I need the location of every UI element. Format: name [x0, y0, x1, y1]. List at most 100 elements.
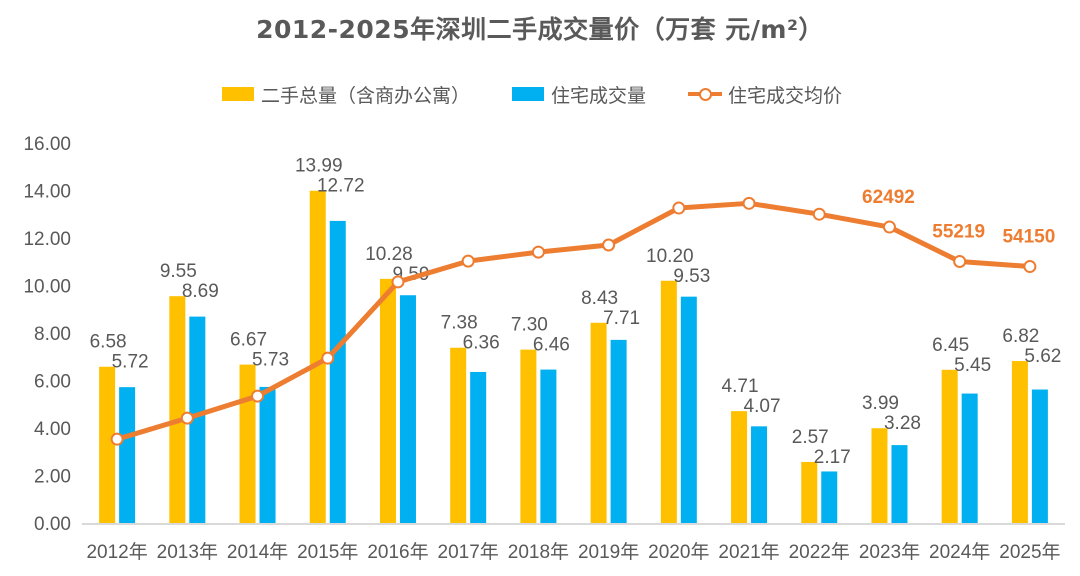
price-data-label: 62492: [862, 187, 915, 208]
price-point-marker[interactable]: [742, 196, 756, 210]
y-tick-label: 16.00: [23, 134, 71, 155]
bar-residential-volume[interactable]: [891, 445, 908, 523]
bar-residential-volume[interactable]: [259, 386, 276, 523]
data-label-residential-volume: 9.53: [673, 266, 710, 287]
data-label-residential-volume: 8.69: [182, 281, 219, 302]
bar-residential-volume[interactable]: [399, 295, 416, 523]
x-tick-label: 2022年: [789, 541, 850, 563]
data-label-total-volume: 6.67: [230, 330, 267, 351]
bars: [99, 190, 1048, 524]
x-tick-label: 2024年: [929, 541, 990, 563]
data-label-total-volume: 7.38: [441, 313, 478, 334]
data-label-total-volume: 2.57: [792, 427, 829, 448]
data-label-residential-volume: 5.72: [112, 352, 149, 373]
y-tick-label: 4.00: [34, 419, 71, 440]
bar-total-volume[interactable]: [590, 322, 607, 523]
data-label-total-volume: 13.99: [295, 156, 343, 177]
data-label-residential-volume: 5.45: [954, 355, 991, 376]
price-line: [116, 200, 1031, 442]
y-tick-label: 6.00: [34, 372, 71, 393]
x-tick-label: 2017年: [438, 541, 499, 563]
bar-residential-volume[interactable]: [680, 296, 697, 523]
x-tick-label: 2014年: [227, 541, 288, 563]
bar-residential-volume[interactable]: [470, 371, 487, 523]
price-point-marker[interactable]: [953, 254, 967, 268]
data-label-total-volume: 8.43: [581, 288, 618, 309]
bar-total-volume[interactable]: [379, 278, 396, 523]
x-tick-label: 2015年: [297, 541, 358, 563]
bar-total-volume[interactable]: [99, 366, 116, 523]
price-point-marker[interactable]: [110, 432, 124, 446]
data-label-total-volume: 6.45: [932, 335, 969, 356]
bar-residential-volume[interactable]: [821, 471, 838, 523]
legend-item-residential-price[interactable]: 住宅成交均价: [688, 81, 842, 108]
bar-total-volume[interactable]: [169, 296, 186, 523]
price-point-marker[interactable]: [672, 201, 686, 215]
bar-residential-volume[interactable]: [540, 369, 557, 523]
data-label-total-volume: 10.20: [646, 246, 694, 267]
price-point-marker[interactable]: [251, 389, 265, 403]
bar-residential-volume[interactable]: [329, 220, 346, 523]
bar-residential-volume[interactable]: [189, 316, 206, 523]
bar-total-volume[interactable]: [941, 369, 958, 523]
x-tick-label: 2019年: [578, 541, 639, 563]
bar-total-volume[interactable]: [871, 428, 888, 523]
chart-title: 2012-2025年深圳二手成交量价（万套 元/m²）: [256, 15, 824, 44]
y-tick-label: 2.00: [34, 467, 71, 488]
price-point-marker[interactable]: [531, 245, 545, 259]
price-data-label: 54150: [1002, 227, 1055, 248]
legend-item-total-volume[interactable]: 二手总量（含商办公寓）: [222, 81, 470, 108]
data-label-residential-volume: 4.07: [744, 396, 781, 417]
x-tick-label: 2023年: [859, 541, 920, 563]
legend-label: 住宅成交均价: [728, 84, 843, 107]
data-label-residential-volume: 2.17: [814, 447, 851, 468]
y-tick-label: 10.00: [23, 277, 71, 298]
bar-residential-volume[interactable]: [961, 393, 978, 523]
bar-total-volume[interactable]: [801, 461, 818, 523]
bar-residential-volume[interactable]: [751, 426, 768, 523]
legend-label: 住宅成交量: [551, 84, 647, 107]
bar-total-volume[interactable]: [660, 280, 677, 523]
bar-total-volume[interactable]: [450, 347, 467, 523]
price-point-marker[interactable]: [180, 411, 194, 425]
data-label-residential-volume: 12.72: [317, 176, 365, 197]
legend-item-residential-volume[interactable]: 住宅成交量: [512, 81, 646, 108]
bar-total-volume[interactable]: [1011, 361, 1028, 523]
price-point-marker[interactable]: [461, 254, 475, 268]
x-tick-label: 2021年: [718, 541, 779, 563]
y-tick-label: 14.00: [23, 182, 71, 203]
data-label-total-volume: 10.28: [365, 244, 413, 265]
x-tick-label: 2018年: [508, 541, 569, 563]
data-label-total-volume: 7.30: [511, 315, 548, 336]
data-label-total-volume: 6.82: [1002, 326, 1039, 347]
x-tick-label: 2013年: [157, 541, 218, 563]
bar-total-volume[interactable]: [239, 364, 256, 523]
bar-residential-volume[interactable]: [1031, 389, 1048, 523]
bar-total-volume[interactable]: [309, 190, 326, 524]
price-point-marker[interactable]: [1023, 260, 1037, 274]
data-label-residential-volume: 5.73: [252, 350, 289, 371]
bar-total-volume[interactable]: [731, 411, 748, 523]
price-point-marker[interactable]: [602, 238, 616, 252]
x-tick-label: 2016年: [367, 541, 428, 563]
price-line-series: 62492 55219 54150: [110, 187, 1055, 446]
data-label-residential-volume: 7.71: [603, 308, 640, 329]
price-point-marker[interactable]: [321, 351, 335, 365]
legend: 二手总量（含商办公寓） 住宅成交量 住宅成交均价: [222, 81, 884, 108]
price-point-marker[interactable]: [812, 207, 826, 221]
bar-residential-volume[interactable]: [119, 387, 136, 523]
y-tick-label: 8.00: [34, 324, 71, 345]
price-point-marker[interactable]: [882, 220, 896, 234]
x-tick-label: 2012年: [86, 541, 147, 563]
data-label-total-volume: 6.58: [90, 332, 127, 353]
bar-total-volume[interactable]: [520, 349, 537, 523]
legend-swatch-yellow: [222, 87, 254, 101]
bar-labels: 6.58 9.55 6.67 13.99 10.28 7.38 7.30 8.43 10.20 4…: [90, 156, 1062, 468]
price-point-marker[interactable]: [391, 275, 405, 289]
data-label-residential-volume: 6.46: [533, 335, 570, 356]
x-tick-label: 2025年: [999, 541, 1060, 563]
y-axis-ticks: 0.00 2.00 4.00 6.00 8.00 10.00 12.00 14.00 16.00: [23, 134, 71, 535]
legend-line-marker-icon: [688, 87, 723, 101]
bar-residential-volume[interactable]: [610, 339, 627, 523]
